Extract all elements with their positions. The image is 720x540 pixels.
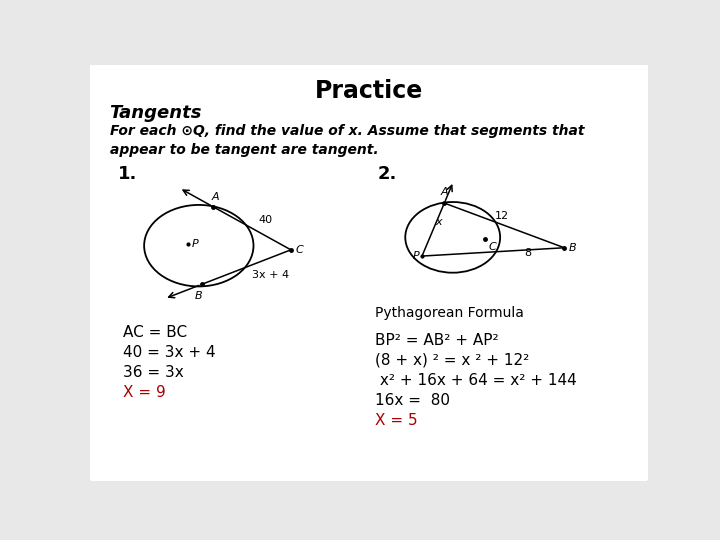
Text: 40 = 3x + 4: 40 = 3x + 4 [124, 345, 216, 360]
FancyBboxPatch shape [87, 63, 651, 483]
Text: X = 5: X = 5 [374, 413, 417, 428]
Text: x² + 16x + 64 = x² + 144: x² + 16x + 64 = x² + 144 [374, 373, 576, 388]
Text: (8 + x) ² = x ² + 12²: (8 + x) ² = x ² + 12² [374, 353, 528, 368]
Text: Practice: Practice [315, 79, 423, 103]
Text: AC = BC: AC = BC [124, 325, 188, 340]
Text: x: x [436, 217, 442, 227]
Text: 40: 40 [258, 215, 273, 225]
Text: A: A [212, 192, 220, 201]
Text: BP² = AB² + AP²: BP² = AB² + AP² [374, 333, 498, 348]
Text: X = 9: X = 9 [124, 384, 166, 400]
Text: A: A [441, 187, 448, 197]
Text: B: B [569, 243, 577, 253]
Text: Tangents: Tangents [109, 104, 202, 122]
Text: 12: 12 [495, 211, 508, 221]
Text: C: C [488, 241, 496, 252]
Text: 3x + 4: 3x + 4 [252, 271, 289, 280]
Text: P: P [413, 251, 419, 261]
Text: 8: 8 [524, 248, 531, 258]
Text: Pythagorean Formula: Pythagorean Formula [374, 306, 523, 320]
Text: C: C [295, 245, 303, 255]
Text: B: B [195, 291, 202, 301]
Text: P: P [192, 239, 199, 248]
Text: 36 = 3x: 36 = 3x [124, 364, 184, 380]
Text: 16x =  80: 16x = 80 [374, 393, 449, 408]
Text: 1.: 1. [118, 165, 138, 183]
Text: 2.: 2. [377, 165, 397, 183]
Text: For each ⊙Q, find the value of x. Assume that segments that
appear to be tangent: For each ⊙Q, find the value of x. Assume… [109, 124, 584, 157]
